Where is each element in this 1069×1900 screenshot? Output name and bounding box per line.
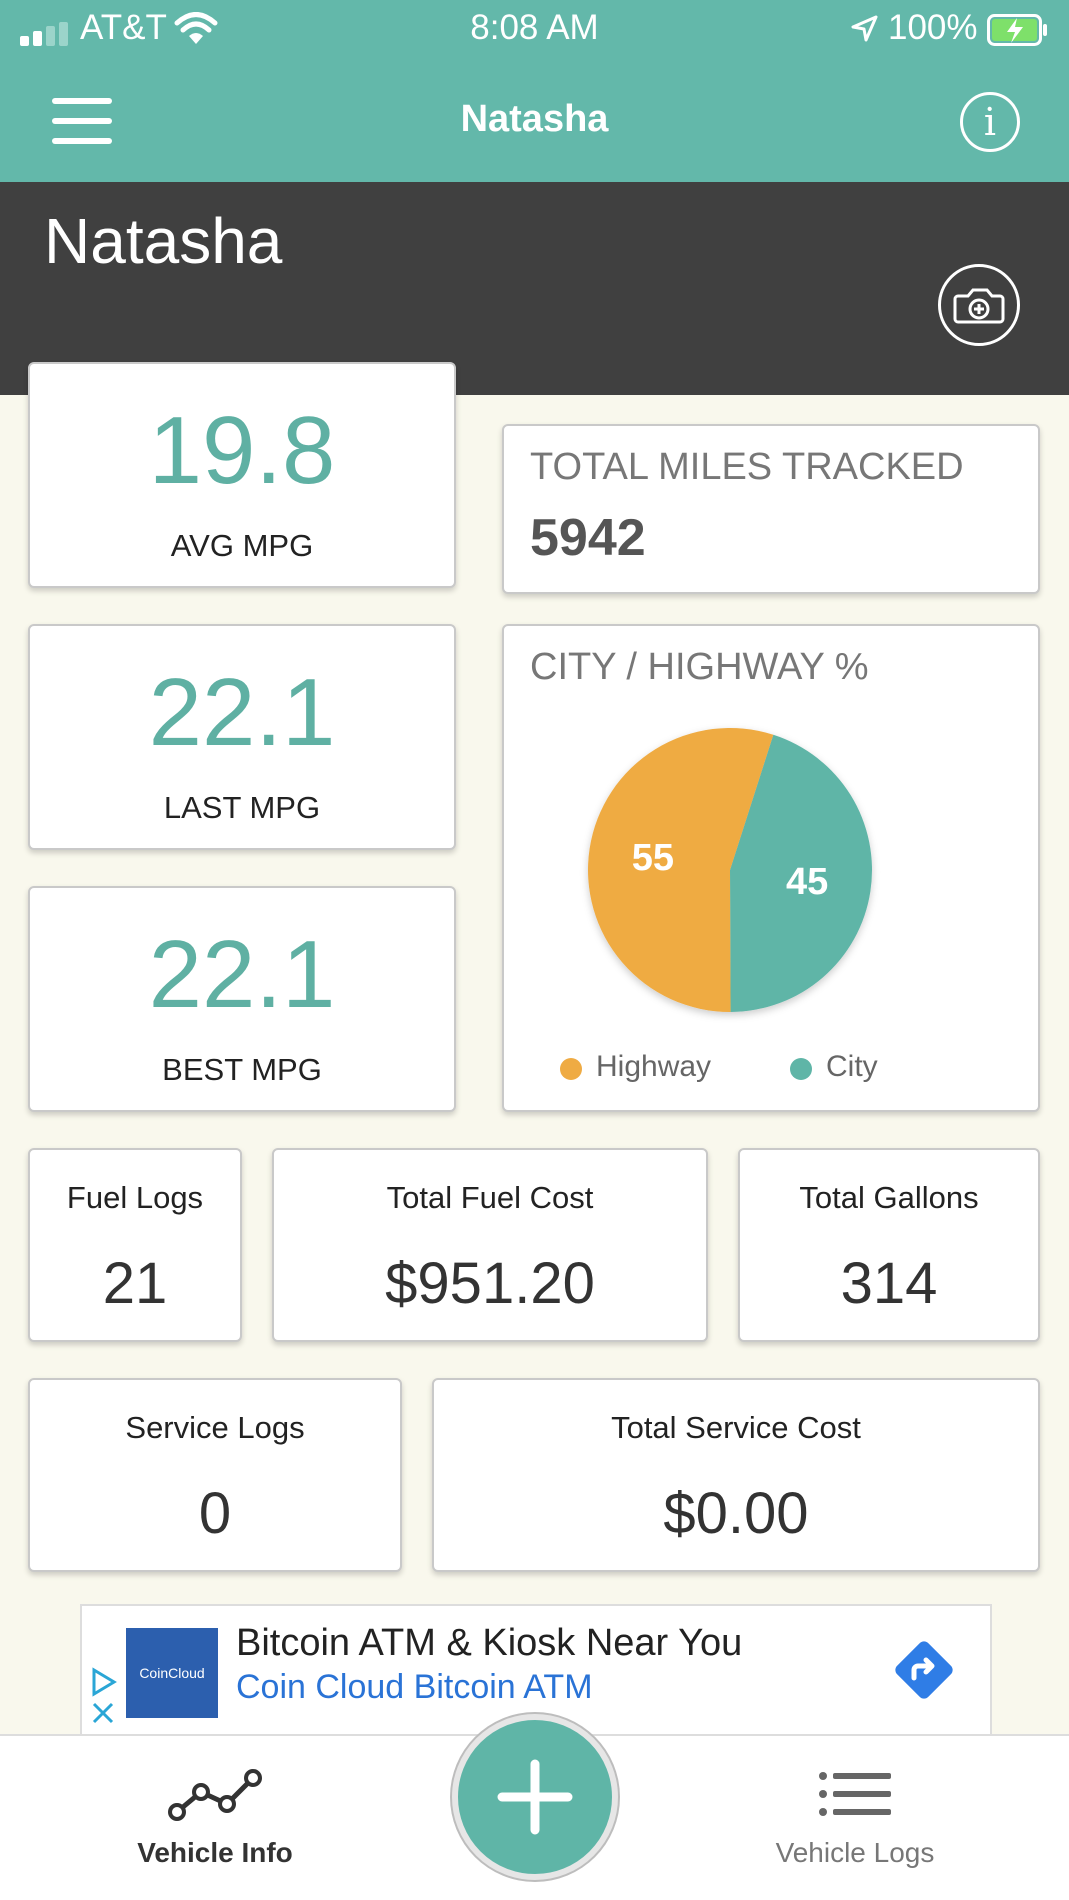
total-service-cost-label: Total Service Cost: [611, 1410, 861, 1445]
pie-slice-city: [730, 734, 872, 1012]
tab-vehicle-logs[interactable]: Vehicle Logs: [740, 1762, 970, 1869]
total-miles-value: 5942: [530, 509, 646, 567]
total-service-cost-card: Total Service Cost $0.00: [432, 1378, 1040, 1572]
menu-icon-bar: [52, 98, 112, 104]
total-fuel-cost-label: Total Fuel Cost: [386, 1180, 594, 1215]
page-title: Natasha: [460, 98, 609, 140]
add-entry-button[interactable]: [452, 1714, 618, 1880]
line-chart-icon: [168, 1769, 262, 1821]
service-logs-card: Service Logs 0: [28, 1378, 402, 1572]
camera-plus-icon: [953, 288, 1005, 324]
service-logs-value: 0: [198, 1481, 232, 1546]
cellular-signal-icon: [20, 22, 68, 46]
legend-dot-highway: [560, 1058, 582, 1080]
menu-button[interactable]: [52, 98, 112, 146]
best-mpg-card: 22.1 BEST MPG: [28, 886, 456, 1112]
best-mpg-value: 22.1: [148, 921, 336, 1028]
add-photo-button[interactable]: [938, 264, 1020, 346]
ad-headline[interactable]: Bitcoin ATM & Kiosk Near You: [236, 1622, 743, 1664]
ad-subline[interactable]: Coin Cloud Bitcoin ATM: [236, 1668, 593, 1706]
pie-slice-highway: [588, 728, 774, 1012]
directions-arrow-icon[interactable]: [888, 1634, 960, 1706]
total-miles-label: TOTAL MILES TRACKED: [530, 446, 964, 488]
info-button[interactable]: i: [960, 92, 1020, 152]
avg-mpg-card: 19.8 AVG MPG: [28, 362, 456, 588]
info-icon: i: [983, 100, 997, 144]
battery-percent: 100%: [888, 8, 978, 47]
total-fuel-cost-value: $951.20: [385, 1251, 595, 1316]
total-miles-card: TOTAL MILES TRACKED 5942: [502, 424, 1040, 594]
legend-label-highway: Highway: [596, 1050, 712, 1083]
pie-label-city: 45: [786, 861, 828, 903]
menu-icon-bar: [52, 138, 112, 144]
menu-icon-bar: [52, 118, 112, 124]
ad-banner[interactable]: CoinCloud Bitcoin ATM & Kiosk Near You C…: [80, 1604, 992, 1734]
top-bar: [0, 0, 1069, 182]
total-fuel-cost-card: Total Fuel Cost $951.20: [272, 1148, 708, 1342]
service-logs-label: Service Logs: [125, 1410, 305, 1445]
last-mpg-value: 22.1: [148, 659, 336, 766]
ad-logo: CoinCloud: [126, 1628, 218, 1718]
city-highway-card: CITY / HIGHWAY % 45 55 Highway City: [502, 624, 1040, 1112]
list-icon: [819, 1772, 891, 1816]
last-mpg-card: 22.1 LAST MPG: [28, 624, 456, 850]
legend-label-city: City: [826, 1050, 878, 1083]
fuel-logs-label: Fuel Logs: [66, 1180, 204, 1215]
tab-vehicle-logs-label: Vehicle Logs: [775, 1837, 935, 1868]
legend-dot-city: [790, 1058, 812, 1080]
wifi-icon: [174, 12, 218, 44]
total-service-cost-value: $0.00: [663, 1481, 809, 1546]
avg-mpg-label: AVG MPG: [170, 528, 314, 563]
pie-label-highway: 55: [632, 837, 674, 879]
tab-vehicle-info[interactable]: Vehicle Info: [100, 1762, 330, 1869]
last-mpg-label: LAST MPG: [163, 790, 321, 825]
vehicle-header: [0, 182, 1069, 395]
total-gallons-value: 314: [840, 1251, 938, 1316]
fuel-logs-value: 21: [102, 1251, 168, 1316]
plus-icon: [497, 1759, 573, 1835]
total-gallons-label: Total Gallons: [799, 1180, 979, 1215]
vehicle-name: Natasha: [44, 205, 283, 277]
location-arrow-icon: [851, 15, 878, 42]
battery-charging-icon: [987, 14, 1047, 46]
ad-choices-icon[interactable]: [88, 1664, 120, 1728]
best-mpg-label: BEST MPG: [162, 1052, 322, 1087]
status-time: 8:08 AM: [470, 8, 599, 47]
total-gallons-card: Total Gallons 314: [738, 1148, 1040, 1342]
tab-vehicle-info-label: Vehicle Info: [137, 1837, 293, 1868]
fuel-logs-card: Fuel Logs 21: [28, 1148, 242, 1342]
city-highway-pie-chart: 45 55: [588, 728, 872, 1012]
avg-mpg-value: 19.8: [148, 397, 336, 504]
carrier-label: AT&T: [80, 8, 167, 47]
city-highway-title: CITY / HIGHWAY %: [530, 646, 869, 688]
